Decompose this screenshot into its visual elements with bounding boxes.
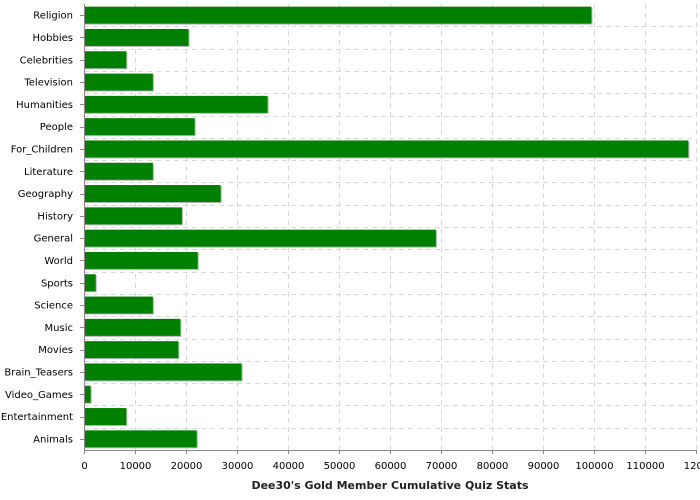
bar (84, 95, 268, 113)
bar (84, 385, 91, 403)
category-label: For_Children (11, 144, 73, 155)
x-axis-title: Dee30's Gold Member Cumulative Quiz Stat… (251, 479, 529, 492)
category-label: General (34, 234, 73, 245)
category-label: Humanities (16, 100, 73, 111)
category-label: World (44, 256, 73, 267)
category-label: Television (23, 78, 73, 89)
category-label: Animals (33, 434, 73, 445)
x-tick-label: 70000 (426, 461, 458, 472)
x-tick-label: 10000 (120, 461, 152, 472)
category-label: People (40, 122, 73, 133)
bar (84, 229, 436, 247)
category-label: Celebrities (20, 55, 73, 66)
category-label: Geography (18, 189, 73, 200)
x-tick-label: 50000 (324, 461, 356, 472)
category-label: Literature (24, 167, 73, 178)
bar (84, 341, 179, 359)
x-tick-label: 1200 (684, 461, 700, 472)
grid-lines (84, 4, 697, 450)
category-label: Entertainment (1, 412, 73, 423)
bar (84, 363, 242, 381)
bar (84, 296, 153, 314)
bar (84, 185, 221, 203)
bar (84, 140, 689, 158)
category-label: Sports (41, 278, 73, 289)
bar (84, 274, 96, 292)
category-label: Brain_Teasers (4, 367, 73, 378)
bar (84, 6, 592, 24)
bar (84, 51, 127, 69)
bar (84, 408, 127, 426)
bar (84, 118, 195, 136)
x-tick-label: 40000 (273, 461, 305, 472)
x-tick-label: 110000 (626, 461, 664, 472)
x-tick-label: 80000 (477, 461, 509, 472)
bar (84, 73, 153, 91)
x-tick-label: 20000 (171, 461, 203, 472)
bar (84, 318, 181, 336)
bars (84, 6, 690, 449)
bar (84, 162, 153, 180)
category-label: Science (34, 301, 73, 312)
category-label: Music (45, 323, 73, 334)
x-tick-label: 100000 (575, 461, 613, 472)
x-tick-label: 30000 (222, 461, 254, 472)
x-tick-label: 0 (81, 461, 87, 472)
category-label: Religion (33, 11, 73, 22)
bar (84, 251, 198, 269)
bar (84, 207, 182, 225)
bar (84, 430, 197, 448)
category-label: History (37, 211, 73, 222)
bar (84, 28, 189, 46)
x-tick-label: 60000 (375, 461, 407, 472)
category-label: Hobbies (33, 33, 73, 44)
x-ticks: 0 10000 20000 30000 40000 50000 60000 70000 8000… (81, 450, 700, 472)
category-label: Video_Games (5, 390, 73, 401)
category-label: Movies (38, 345, 73, 356)
category-labels: Religion Hobbies Celebrities Television Huma… (1, 11, 84, 445)
x-tick-label: 90000 (528, 461, 560, 472)
